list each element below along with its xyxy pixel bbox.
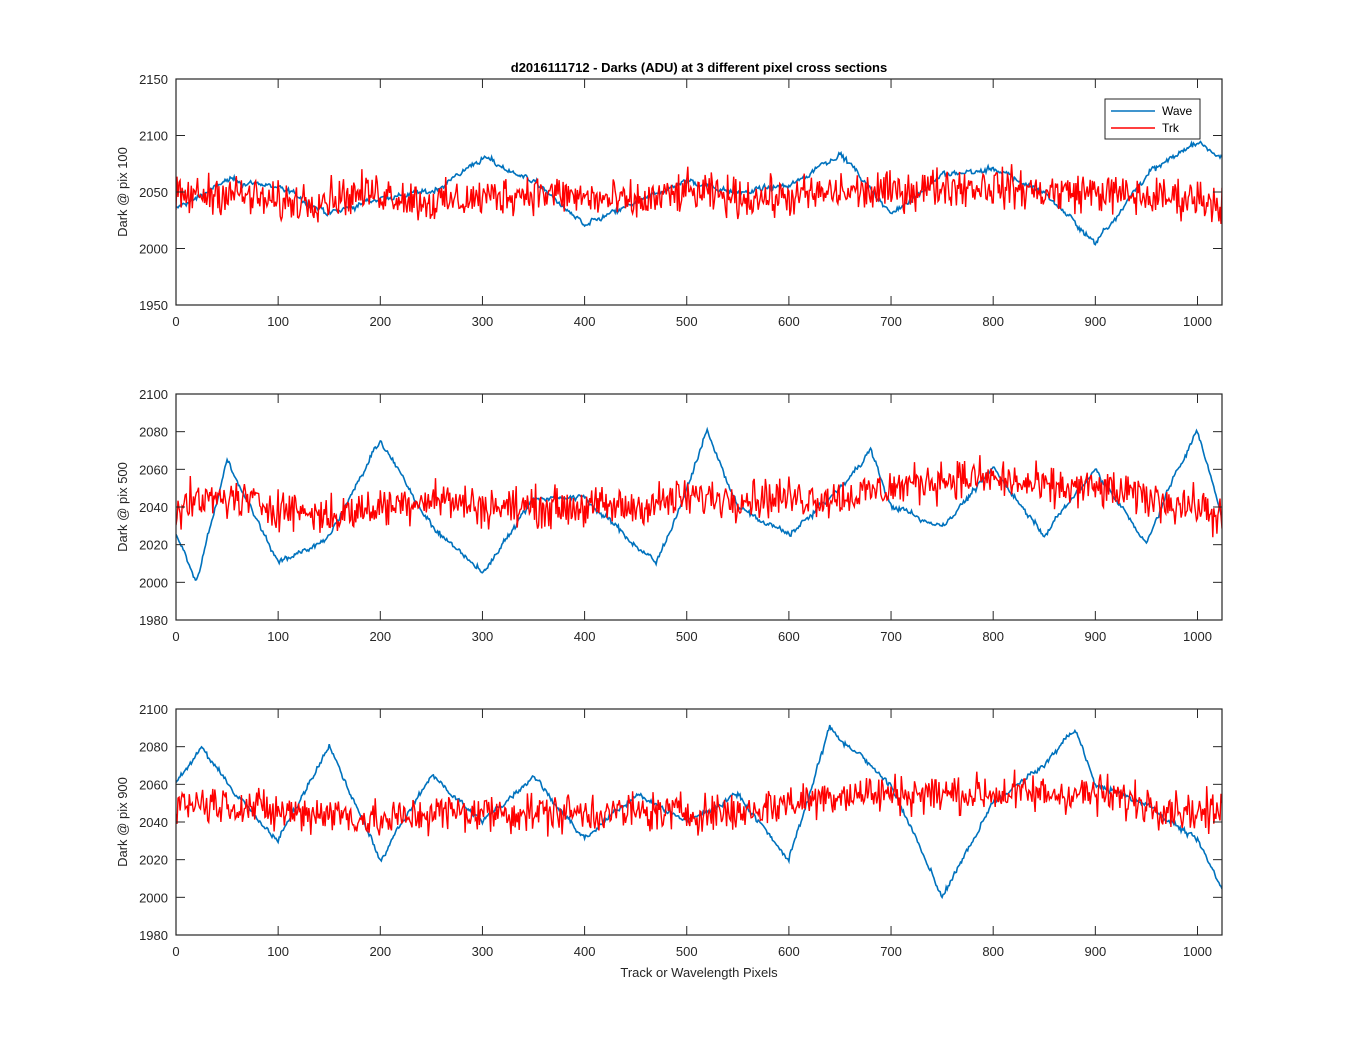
y-tick-label: 2060 [139,462,168,477]
y-tick-label: 2080 [139,740,168,755]
x-tick-label: 800 [982,629,1004,644]
x-tick-label: 100 [267,314,289,329]
x-tick-label: 300 [472,314,494,329]
y-tick-label: 2060 [139,777,168,792]
x-tick-label: 400 [574,629,596,644]
x-tick-label: 700 [880,314,902,329]
subplot-pix-100: 0 100 200 300 400 500 600 700 800 900 1000 1950 2000… [115,72,1223,329]
x-tick-label: 900 [1084,944,1106,959]
x-tick-label: 900 [1084,629,1106,644]
x-tick-label: 600 [778,314,800,329]
x-tick-label: 500 [676,629,698,644]
series-line-trk [176,455,1222,538]
x-tick-label: 700 [880,629,902,644]
x-tick-label: 100 [267,629,289,644]
y-tick-label: 2020 [139,853,168,868]
x-tick-label: 700 [880,944,902,959]
x-tick-label: 600 [778,629,800,644]
chart-title: d2016111712 - Darks (ADU) at 3 different… [511,60,887,75]
x-tick-label: 0 [172,944,179,959]
y-tick-label: 2040 [139,500,168,515]
y-tick-label: 2080 [139,425,168,440]
x-tick-label: 400 [574,944,596,959]
x-tick-label: 1000 [1183,629,1212,644]
x-tick-label: 400 [574,314,596,329]
y-tick-label: 2050 [139,185,168,200]
x-tick-label: 800 [982,944,1004,959]
y-tick-label: 2000 [139,242,168,257]
x-tick-label: 600 [778,944,800,959]
subplot-pix-900: 0 100 200 300 400 500 600 700 800 900 1000 1980 2000… [115,702,1223,959]
legend: Wave Trk [1104,98,1201,140]
x-tick-label: 1000 [1183,944,1212,959]
y-tick-label: 2000 [139,890,168,905]
x-tick-label: 200 [369,629,391,644]
y-axis-label: Dark @ pix 500 [115,462,130,552]
y-tick-label: 2040 [139,815,168,830]
x-tick-label: 300 [472,944,494,959]
y-tick-label: 2000 [139,575,168,590]
x-tick-label: 900 [1084,314,1106,329]
x-tick-label: 1000 [1183,314,1212,329]
y-tick-label: 2150 [139,72,168,87]
x-tick-label: 800 [982,314,1004,329]
series-line-wave [176,426,1222,581]
x-tick-label: 200 [369,314,391,329]
y-tick-label: 1980 [139,928,168,943]
x-tick-label: 0 [172,629,179,644]
x-tick-label: 0 [172,314,179,329]
y-tick-label: 2020 [139,538,168,553]
y-tick-label: 2100 [139,387,168,402]
x-tick-label: 500 [676,314,698,329]
series-line-trk [176,164,1222,224]
x-tick-label: 200 [369,944,391,959]
legend-box [1104,98,1201,140]
x-axis-label: Track or Wavelength Pixels [620,965,778,980]
legend-label-trk: Trk [1162,121,1180,135]
legend-label-wave: Wave [1162,104,1193,118]
series-line-wave [176,724,1222,900]
x-tick-label: 100 [267,944,289,959]
x-tick-label: 500 [676,944,698,959]
series-line-trk [176,769,1222,837]
y-axis-label: Dark @ pix 900 [115,777,130,867]
y-tick-label: 2100 [139,702,168,717]
y-axis-label: Dark @ pix 100 [115,147,130,237]
y-tick-label: 1980 [139,613,168,628]
subplot-pix-500: 0 100 200 300 400 500 600 700 800 900 1000 1980 2000… [115,387,1223,644]
y-tick-label: 1950 [139,298,168,313]
x-tick-label: 300 [472,629,494,644]
y-tick-label: 2100 [139,129,168,144]
